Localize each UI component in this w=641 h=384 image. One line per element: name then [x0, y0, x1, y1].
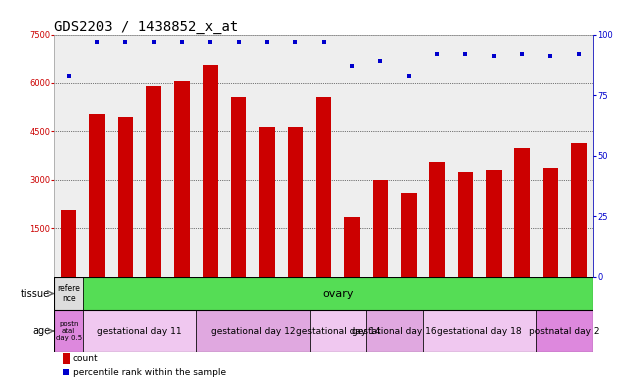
- Bar: [429, 162, 445, 276]
- Point: [545, 53, 556, 60]
- Text: gestational day 16: gestational day 16: [353, 326, 437, 336]
- Text: gestational day 14: gestational day 14: [296, 326, 380, 336]
- Point: [205, 39, 215, 45]
- Bar: [174, 81, 190, 276]
- Point: [404, 73, 414, 79]
- Bar: [571, 143, 587, 276]
- Bar: [54, 311, 83, 352]
- Bar: [486, 170, 501, 276]
- Point: [319, 39, 329, 45]
- Bar: [537, 311, 593, 352]
- Bar: [372, 180, 388, 276]
- Text: ovary: ovary: [322, 288, 354, 298]
- Point: [517, 51, 527, 57]
- Bar: [543, 169, 558, 276]
- Bar: [366, 311, 423, 352]
- Bar: [54, 276, 83, 311]
- Bar: [146, 86, 162, 276]
- Bar: [259, 127, 275, 276]
- Point: [574, 51, 584, 57]
- Point: [121, 39, 131, 45]
- Text: tissue: tissue: [21, 288, 50, 298]
- Text: count: count: [73, 354, 99, 363]
- Point: [233, 39, 244, 45]
- Text: gestational day 18: gestational day 18: [437, 326, 522, 336]
- Bar: [61, 210, 76, 276]
- Point: [488, 53, 499, 60]
- Point: [460, 51, 470, 57]
- Bar: [89, 114, 104, 276]
- Point: [63, 73, 74, 79]
- Bar: [288, 127, 303, 276]
- Bar: [117, 117, 133, 276]
- Bar: [310, 311, 366, 352]
- Point: [290, 39, 301, 45]
- Text: refere
nce: refere nce: [57, 284, 80, 303]
- Bar: [401, 193, 417, 276]
- Point: [375, 58, 385, 64]
- Bar: [344, 217, 360, 276]
- Text: gestational day 11: gestational day 11: [97, 326, 182, 336]
- Bar: [83, 311, 196, 352]
- Point: [262, 39, 272, 45]
- Point: [62, 369, 72, 376]
- Bar: [203, 65, 218, 276]
- Text: postn
atal
day 0.5: postn atal day 0.5: [56, 321, 81, 341]
- Point: [177, 39, 187, 45]
- Bar: [196, 311, 310, 352]
- Point: [432, 51, 442, 57]
- Text: gestational day 12: gestational day 12: [211, 326, 295, 336]
- Text: percentile rank within the sample: percentile rank within the sample: [73, 368, 226, 377]
- Bar: [231, 98, 247, 276]
- Point: [149, 39, 159, 45]
- Bar: [458, 172, 473, 276]
- Point: [347, 63, 357, 69]
- Text: GDS2203 / 1438852_x_at: GDS2203 / 1438852_x_at: [54, 20, 238, 33]
- Bar: [316, 98, 331, 276]
- Text: age: age: [32, 326, 50, 336]
- Bar: [423, 311, 537, 352]
- Text: postnatal day 2: postnatal day 2: [529, 326, 600, 336]
- Bar: [514, 147, 530, 276]
- Bar: [63, 354, 70, 364]
- Point: [92, 39, 102, 45]
